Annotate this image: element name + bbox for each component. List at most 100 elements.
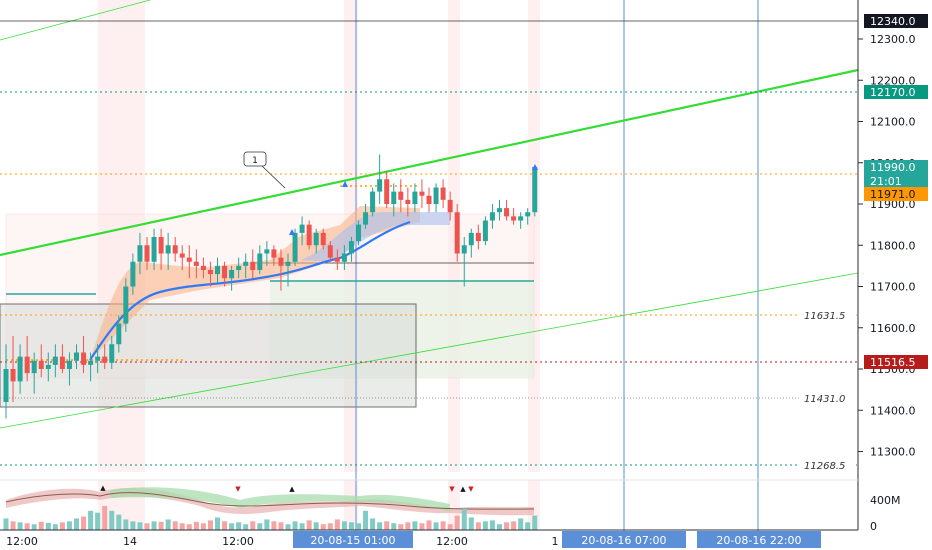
candle-body[interactable] — [186, 257, 192, 262]
volume-bar[interactable] — [532, 515, 538, 530]
candle-body[interactable] — [236, 265, 242, 270]
volume-bar[interactable] — [377, 522, 383, 530]
volume-bar[interactable] — [193, 521, 199, 530]
volume-bar[interactable] — [179, 523, 185, 530]
channel-lower-line[interactable] — [0, 272, 859, 429]
candle-body[interactable] — [363, 212, 369, 225]
candle-body[interactable] — [109, 344, 115, 363]
candle-body[interactable] — [45, 364, 51, 369]
volume-bar[interactable] — [264, 519, 270, 530]
candle-body[interactable] — [31, 360, 37, 374]
candle-body[interactable] — [250, 261, 256, 270]
volume-bar[interactable] — [229, 523, 235, 530]
candle-body[interactable] — [52, 356, 58, 365]
candle-body[interactable] — [123, 286, 129, 324]
candle-body[interactable] — [179, 253, 185, 258]
candle-body[interactable] — [489, 212, 495, 221]
volume-bar[interactable] — [320, 524, 326, 530]
candle-body[interactable] — [137, 245, 143, 262]
volume-bar[interactable] — [518, 518, 524, 530]
candle-body[interactable] — [59, 356, 65, 369]
volume-bar[interactable] — [38, 521, 44, 530]
candle-body[interactable] — [24, 356, 30, 374]
volume-bar[interactable] — [222, 521, 228, 530]
volume-bar[interactable] — [88, 510, 94, 530]
candle-body[interactable] — [271, 249, 277, 258]
candle-body[interactable] — [327, 245, 333, 258]
volume-bar[interactable] — [109, 510, 115, 530]
candle-body[interactable] — [285, 261, 291, 266]
candle-body[interactable] — [17, 356, 23, 382]
price-badge-5[interactable]: 11516.5 — [864, 355, 928, 369]
volume-bar[interactable] — [398, 524, 404, 530]
candle-body[interactable] — [116, 323, 122, 345]
candle-body[interactable] — [102, 356, 108, 363]
volume-bar[interactable] — [137, 522, 143, 530]
volume-bar[interactable] — [370, 518, 376, 530]
volume-bar[interactable] — [440, 521, 446, 530]
volume-bar[interactable] — [454, 515, 460, 530]
candle-body[interactable] — [200, 265, 206, 270]
volume-bar[interactable] — [426, 520, 432, 530]
volume-bar[interactable] — [17, 522, 23, 530]
candle-body[interactable] — [391, 191, 397, 204]
candle-body[interactable] — [278, 257, 284, 266]
candle-body[interactable] — [74, 352, 79, 361]
candle-body[interactable] — [306, 224, 312, 246]
candle-body[interactable] — [320, 232, 326, 246]
price-badge-2[interactable]: 11990.0 — [864, 160, 928, 174]
candle-body[interactable] — [525, 212, 531, 217]
candle-body[interactable] — [398, 191, 404, 200]
candle-body[interactable] — [95, 356, 101, 361]
volume-bar[interactable] — [391, 523, 397, 530]
volume-bar[interactable] — [384, 521, 390, 530]
candle-body[interactable] — [38, 360, 44, 369]
volume-bar[interactable] — [66, 521, 72, 530]
volume-bar[interactable] — [172, 521, 178, 530]
volume-bar[interactable] — [419, 523, 425, 530]
candle-body[interactable] — [151, 237, 157, 262]
candle-body[interactable] — [356, 224, 361, 242]
candle-body[interactable] — [299, 224, 305, 233]
candle-body[interactable] — [3, 369, 9, 402]
candle-body[interactable] — [475, 232, 481, 242]
candle-body[interactable] — [81, 352, 87, 365]
candle-body[interactable] — [412, 191, 418, 204]
volume-bar[interactable] — [130, 521, 136, 530]
volume-bar[interactable] — [186, 524, 192, 530]
volume-bar[interactable] — [278, 522, 284, 530]
volume-bar[interactable] — [334, 519, 340, 530]
volume-bar[interactable] — [52, 524, 58, 530]
candle-body[interactable] — [243, 261, 249, 266]
candle-body[interactable] — [454, 212, 460, 254]
volume-bar[interactable] — [299, 523, 305, 530]
volume-bar[interactable] — [123, 519, 129, 530]
volume-bar[interactable] — [356, 523, 361, 530]
volume-bar[interactable] — [257, 523, 263, 530]
callout-box[interactable] — [243, 151, 267, 167]
volume-bar[interactable] — [81, 516, 87, 530]
volume-bar[interactable] — [236, 522, 242, 530]
candle-body[interactable] — [193, 261, 199, 266]
volume-bar[interactable] — [10, 521, 16, 530]
candle-body[interactable] — [447, 199, 453, 213]
volume-bar[interactable] — [31, 524, 37, 530]
volume-bar[interactable] — [306, 520, 312, 530]
volume-bar[interactable] — [200, 523, 206, 530]
volume-bar[interactable] — [59, 522, 65, 530]
time-highlight-badge-0[interactable]: 20-08-15 01:00 — [293, 531, 413, 548]
price-badge-1[interactable]: 12170.0 — [864, 85, 928, 99]
candle-body[interactable] — [257, 253, 263, 271]
candle-body[interactable] — [384, 179, 390, 204]
price-badge-0[interactable]: 12340.0 — [864, 14, 928, 28]
price-badge-3[interactable]: 21:01 — [864, 174, 928, 188]
volume-bar[interactable] — [348, 522, 354, 530]
candle-body[interactable] — [405, 199, 411, 204]
volume-bar[interactable] — [405, 522, 411, 530]
candle-body[interactable] — [264, 249, 270, 254]
volume-bar[interactable] — [45, 522, 51, 530]
volume-bar[interactable] — [207, 520, 213, 530]
time-highlight-badge-2[interactable]: 20-08-16 22:00 — [697, 531, 821, 548]
candle-body[interactable] — [518, 216, 524, 221]
